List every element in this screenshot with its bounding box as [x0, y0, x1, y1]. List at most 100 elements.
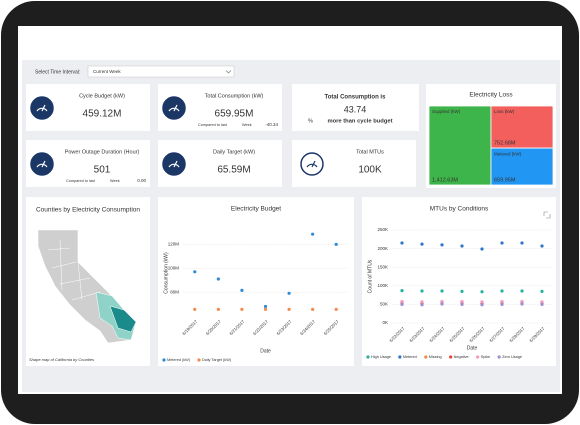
y-tick-label: 80M [170, 289, 179, 294]
data-point [400, 299, 404, 304]
data-point [400, 302, 404, 306]
data-point [520, 299, 524, 304]
treemap-label: Metered (kW) [494, 151, 522, 156]
data-point [520, 241, 524, 245]
legend-swatch [366, 355, 370, 359]
kpi-title: Total MTUs [356, 149, 384, 155]
dropdown-chevron[interactable] [225, 70, 232, 74]
y-tick-label: 50K [380, 302, 388, 307]
legend-swatch [497, 355, 501, 359]
data-point [440, 243, 444, 247]
data-point [311, 307, 315, 311]
legend-swatch [424, 355, 428, 359]
county-borders [47, 239, 101, 301]
treemap-label: Loss (kW) [494, 109, 515, 114]
legend-label: High Usage [371, 355, 391, 359]
data-point [216, 277, 220, 281]
chart-title: Electricity Loss [469, 92, 513, 99]
data-point [287, 291, 291, 295]
treemap-cell [490, 105, 554, 149]
treemap-value: 1,412.63M [432, 177, 458, 183]
kpi-period: Week [110, 179, 120, 183]
data-point [460, 244, 464, 248]
card [362, 197, 556, 366]
data-point [500, 299, 504, 304]
map-caption: Shape map of California by Counties [29, 357, 94, 362]
data-point [540, 289, 544, 293]
data-point [287, 307, 291, 311]
kpi-compare: Compared to last [198, 123, 228, 127]
data-point [540, 300, 544, 304]
kpi-period: Week [242, 123, 252, 127]
data-point [480, 247, 484, 251]
data-point [240, 307, 244, 311]
treemap-label: Supplied (kW) [432, 109, 461, 114]
data-point [480, 290, 484, 294]
kpi-icon-glyph [306, 160, 318, 168]
data-point [520, 302, 524, 306]
treemap-value: 752.68M [494, 141, 516, 147]
kpi-title: Cycle Budget (kW) [79, 93, 125, 99]
kpi-title: Total Consumption (kW) [205, 93, 264, 99]
x-axis-label: Date [260, 348, 271, 354]
data-point [520, 289, 524, 293]
treemap-cell [428, 105, 492, 186]
y-axis-label: Count of MTUs [367, 259, 373, 293]
kpi-value: 100K [358, 165, 382, 176]
kpi-value: 459.12M [83, 109, 122, 120]
map-title: Counties by Electricity Consumption [36, 207, 140, 214]
kpi-icon-glyph [36, 104, 48, 112]
data-point [263, 307, 268, 311]
dropdown-value[interactable]: Current Week [93, 69, 121, 74]
y-tick-label: 100K [377, 283, 388, 288]
data-point [540, 244, 544, 248]
data-point [420, 289, 424, 293]
kpi-value: 501 [94, 165, 111, 176]
kpi-icon-glyph [168, 104, 180, 112]
summary-title: Total Consumption is [325, 95, 387, 101]
data-point [420, 242, 424, 246]
data-point [400, 241, 404, 245]
legend-swatch [476, 355, 480, 359]
y-tick-label: 120M [168, 242, 180, 247]
data-point [440, 299, 444, 304]
kpi-title: Power Outage Duration (Hour) [65, 149, 140, 155]
legend-swatch [449, 355, 453, 359]
data-point [420, 303, 424, 307]
county-highest [109, 305, 137, 333]
map-card: Counties by Electricity Consumption Shap… [26, 197, 150, 366]
summary-unit: % [308, 118, 313, 124]
data-point [500, 289, 504, 293]
legend-label: Daily Target (kW) [202, 358, 232, 362]
dropdown[interactable] [87, 65, 235, 78]
card [292, 84, 419, 131]
data-point [193, 307, 197, 311]
legend-label: Missing [429, 355, 442, 359]
legend-label: Spike [481, 355, 491, 359]
legend-swatch [162, 358, 166, 362]
y-tick-label: 150K [377, 264, 388, 269]
data-point [193, 270, 197, 274]
data-point [334, 307, 338, 311]
data-point [460, 299, 464, 304]
legend-label: Metered [403, 355, 417, 359]
kpi-icon-glyph [36, 160, 48, 168]
chart-title: Electricity Budget [231, 206, 281, 213]
data-point [216, 307, 220, 311]
data-point [500, 302, 504, 306]
x-axis-label: Date [467, 345, 478, 351]
data-point [480, 300, 484, 304]
data-point [500, 241, 504, 245]
y-tick-label: 200K [377, 246, 388, 251]
treemap-cell [490, 147, 554, 186]
data-point [480, 303, 484, 307]
data-point [420, 300, 424, 304]
data-point [334, 242, 338, 246]
legend-swatch [398, 355, 402, 359]
summary-text: more than cycle budget [327, 119, 392, 125]
kpi-value: 659.95M [215, 109, 254, 120]
kpi-delta: -40.34 [265, 122, 278, 127]
legend-swatch [197, 358, 201, 362]
treemap-value: 659.95M [494, 177, 516, 183]
